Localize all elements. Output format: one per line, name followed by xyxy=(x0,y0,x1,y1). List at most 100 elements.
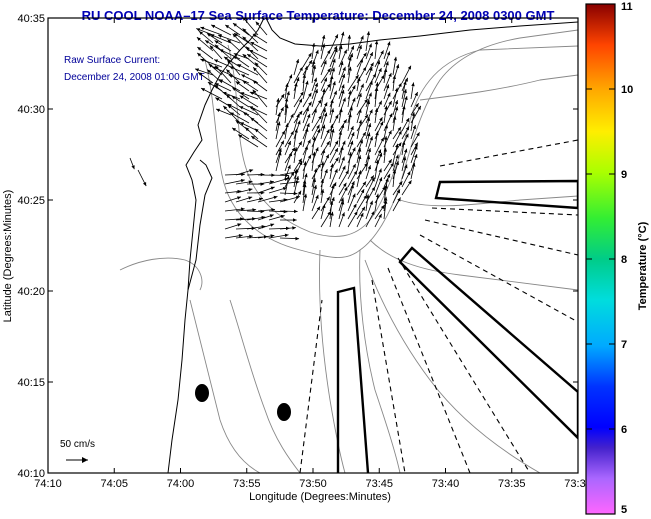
current-arrow xyxy=(401,80,407,100)
traffic-lanes xyxy=(336,179,578,473)
current-arrow xyxy=(356,139,363,156)
current-arrow xyxy=(338,146,344,164)
current-arrow xyxy=(275,140,285,156)
current-arrow xyxy=(356,170,362,188)
current-arrow xyxy=(347,211,358,228)
current-arrow xyxy=(374,67,382,84)
current-arrow xyxy=(293,82,298,100)
current-arrow xyxy=(210,34,232,44)
current-arrow xyxy=(218,79,241,92)
current-arrow xyxy=(356,147,362,164)
x-tick-label: 73:50 xyxy=(299,478,327,490)
current-arrow xyxy=(320,49,331,68)
current-arrow xyxy=(302,80,309,100)
dashed-line xyxy=(439,139,578,167)
current-arrow xyxy=(275,112,281,132)
current-arrow xyxy=(232,87,250,100)
current-arrow xyxy=(392,169,397,188)
current-arrow xyxy=(279,209,298,214)
current-arrow xyxy=(338,182,347,196)
current-arrow xyxy=(347,90,352,108)
current-arrow xyxy=(229,112,250,124)
current-arrow xyxy=(329,140,339,156)
current-arrow xyxy=(245,46,259,60)
current-arrow xyxy=(347,74,359,92)
current-arrow xyxy=(293,175,300,196)
current-arrow xyxy=(240,92,259,100)
colorbar-tick-label: 9 xyxy=(621,169,627,181)
coastline-long-island xyxy=(265,18,578,47)
current-arrow xyxy=(257,223,275,230)
current-arrow xyxy=(320,77,328,92)
current-arrow xyxy=(329,163,334,180)
current-arrow xyxy=(383,84,390,100)
current-arrow xyxy=(392,75,397,92)
current-arrow xyxy=(329,184,335,204)
current-arrow xyxy=(226,69,241,84)
current-arrow xyxy=(244,127,259,140)
dashed-line xyxy=(431,207,578,216)
current-arrow xyxy=(284,140,292,156)
current-arrow xyxy=(374,168,382,188)
current-arrow xyxy=(198,30,214,44)
current-arrow xyxy=(268,214,285,221)
current-arrow xyxy=(302,161,307,180)
current-arrow xyxy=(320,43,326,60)
current-arrow xyxy=(347,34,352,52)
current-arrow xyxy=(401,133,409,148)
current-arrow xyxy=(219,49,241,60)
current-arrow xyxy=(365,92,372,108)
current-arrow xyxy=(311,99,322,116)
current-arrow xyxy=(401,164,408,180)
y-tick-label: 40:35 xyxy=(17,13,45,25)
map-frame xyxy=(47,17,579,474)
current-arrow xyxy=(338,200,345,220)
current-arrow xyxy=(374,117,383,132)
current-arrow xyxy=(356,212,364,228)
current-arrow xyxy=(329,48,338,68)
current-label-title: Raw Surface Current: xyxy=(64,55,161,66)
y-tick-label: 40:25 xyxy=(17,195,45,207)
current-arrow xyxy=(329,124,334,140)
current-arrow xyxy=(293,160,303,180)
current-arrow xyxy=(347,151,353,172)
current-arrow xyxy=(338,186,348,204)
current-arrow xyxy=(374,60,381,76)
dashed-line xyxy=(419,234,578,323)
current-arrow xyxy=(356,181,367,196)
buoy-marker xyxy=(195,384,209,402)
current-arrow xyxy=(311,178,317,196)
current-arrow xyxy=(235,234,253,239)
current-arrow xyxy=(356,119,363,140)
current-arrow xyxy=(392,181,403,196)
current-arrow xyxy=(356,131,367,148)
current-arrow xyxy=(302,145,309,164)
dashed-line xyxy=(424,219,578,256)
colorbar-ticks: 11 10 9 8 7 6 5 xyxy=(586,1,633,516)
current-arrow xyxy=(338,89,345,108)
current-arrow xyxy=(268,233,289,239)
current-arrow xyxy=(383,196,388,212)
current-arrow xyxy=(311,151,316,172)
current-arrow xyxy=(252,80,268,92)
current-arrow xyxy=(320,60,327,76)
current-arrow xyxy=(232,22,250,36)
x-axis-label: Longitude (Degrees:Minutes) xyxy=(249,491,391,503)
current-arrow xyxy=(311,49,319,68)
current-arrow xyxy=(329,81,336,100)
current-arrow xyxy=(374,87,379,108)
current-arrow xyxy=(207,69,223,84)
current-arrow xyxy=(401,171,411,188)
current-arrow xyxy=(293,91,304,108)
current-arrow xyxy=(302,74,307,92)
current-arrow xyxy=(235,208,257,212)
current-arrow xyxy=(383,162,395,180)
current-arrow xyxy=(356,162,368,180)
current-arrow xyxy=(410,142,419,156)
current-arrow xyxy=(200,87,223,100)
current-arrow xyxy=(329,108,335,124)
current-arrow xyxy=(392,154,399,172)
current-arrow xyxy=(224,234,243,239)
current-arrow xyxy=(392,126,402,140)
current-arrow xyxy=(251,106,268,124)
